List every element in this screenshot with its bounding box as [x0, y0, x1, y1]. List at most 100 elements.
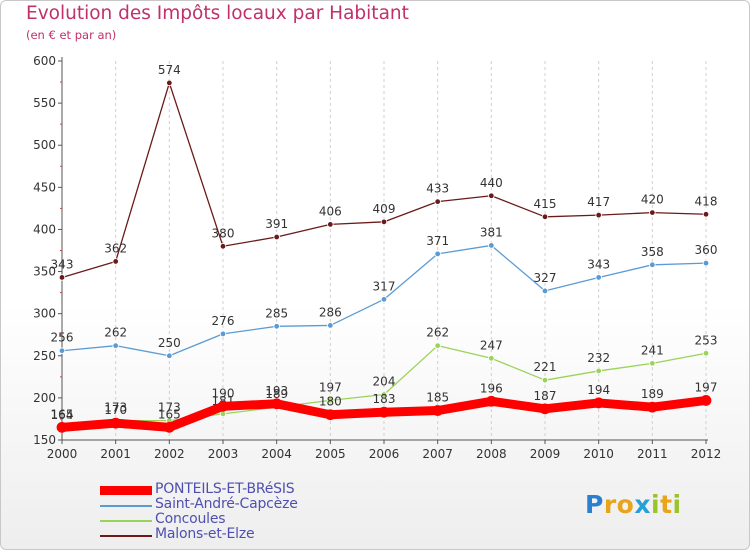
- data-label-saint-andr-capc-ze: 327: [534, 271, 557, 285]
- data-point-saint-andr-capc-ze: [166, 352, 173, 359]
- x-tick-label: 2012: [691, 447, 722, 461]
- y-tick-label: 150: [33, 433, 56, 447]
- data-label-malons-et-elze: 406: [319, 204, 342, 218]
- data-label-saint-andr-capc-ze: 285: [265, 306, 288, 320]
- data-label-concoules: 232: [587, 351, 610, 365]
- data-label-concoules: 197: [319, 380, 342, 394]
- legend-item-concoules[interactable]: Concoules: [100, 511, 400, 528]
- data-label-malons-et-elze: 391: [265, 217, 288, 231]
- data-label-malons-et-elze: 362: [104, 241, 127, 255]
- data-label-ponteils-et-br-sis: 196: [480, 381, 503, 395]
- data-label-ponteils-et-br-sis: 187: [534, 389, 557, 403]
- data-label-malons-et-elze: 574: [158, 63, 181, 77]
- x-tick-label: 2006: [369, 447, 400, 461]
- legend-label-concoules: Concoules: [155, 511, 226, 527]
- legend-item-ponteils[interactable]: PONTEILS-ET-BRéSIS: [100, 481, 400, 498]
- data-label-saint-andr-capc-ze: 371: [426, 234, 449, 248]
- data-label-malons-et-elze: 380: [212, 226, 235, 240]
- data-point-concoules: [702, 350, 710, 357]
- y-tick-label: 450: [33, 180, 56, 194]
- data-point-ponteils-et-br-sis: [485, 395, 497, 407]
- data-point-ponteils-et-br-sis: [700, 395, 712, 406]
- data-point-ponteils-et-br-sis: [217, 400, 229, 412]
- data-point-malons-et-elze: [273, 233, 280, 241]
- legend-label-ponteils: PONTEILS-ET-BRéSIS: [155, 481, 295, 497]
- data-label-malons-et-elze: 343: [51, 257, 74, 271]
- x-tick-label: 2001: [100, 447, 131, 461]
- data-point-saint-andr-capc-ze: [702, 259, 710, 267]
- data-point-ponteils-et-br-sis: [432, 405, 444, 416]
- data-label-concoules: 262: [426, 326, 449, 340]
- data-point-saint-andr-capc-ze: [273, 323, 280, 330]
- data-point-saint-andr-capc-ze: [327, 322, 334, 329]
- logo-letter: r: [603, 490, 617, 519]
- data-point-malons-et-elze: [595, 211, 602, 219]
- legend-label-malons: Malons-et-Elze: [155, 526, 255, 542]
- data-label-concoules: 221: [534, 360, 557, 374]
- x-tick-label: 2010: [583, 447, 614, 461]
- y-tick-label: 250: [33, 349, 56, 363]
- data-point-malons-et-elze: [58, 274, 66, 281]
- data-label-ponteils-et-br-sis: 185: [426, 391, 449, 405]
- data-label-saint-andr-capc-ze: 317: [373, 279, 396, 293]
- data-label-concoules: 204: [373, 375, 396, 389]
- data-label-malons-et-elze: 415: [534, 197, 557, 211]
- x-tick-label: 2011: [637, 447, 668, 461]
- data-point-saint-andr-capc-ze: [380, 296, 388, 303]
- logo-letter: o: [616, 490, 635, 519]
- data-point-concoules: [488, 355, 495, 362]
- data-label-ponteils-et-br-sis: 170: [104, 403, 127, 417]
- data-point-concoules: [327, 397, 334, 404]
- legend-item-malons[interactable]: Malons-et-Elze: [100, 526, 400, 543]
- data-label-ponteils-et-br-sis: 165: [51, 407, 74, 421]
- legend-swatch-malons: [100, 535, 152, 537]
- legend-swatch-ponteils: [100, 486, 152, 495]
- x-tick-label: 2000: [47, 447, 78, 461]
- chart-title: Evolution des Impôts locaux par Habitant: [26, 3, 409, 24]
- data-point-ponteils-et-br-sis: [271, 398, 283, 410]
- x-tick-label: 2009: [530, 447, 561, 461]
- data-point-saint-andr-capc-ze: [649, 261, 656, 269]
- data-point-ponteils-et-br-sis: [378, 406, 390, 418]
- legend-swatch-saint-andre: [100, 505, 152, 507]
- data-label-ponteils-et-br-sis: 193: [265, 384, 288, 398]
- y-tick-label: 300: [33, 307, 56, 321]
- data-label-malons-et-elze: 418: [695, 194, 718, 208]
- legend-item-saint-andre[interactable]: Saint-André-Capcèze: [100, 496, 400, 513]
- data-label-saint-andr-capc-ze: 343: [587, 257, 610, 271]
- x-tick-label: 2002: [154, 447, 185, 461]
- data-label-saint-andr-capc-ze: 276: [212, 314, 235, 328]
- legend: PONTEILS-ET-BRéSIS Saint-André-Capcèze C…: [100, 481, 400, 543]
- data-point-malons-et-elze: [649, 209, 656, 216]
- legend-swatch-concoules: [100, 520, 152, 522]
- data-point-malons-et-elze: [380, 218, 388, 226]
- data-point-concoules: [219, 410, 227, 418]
- data-label-malons-et-elze: 440: [480, 176, 503, 190]
- data-point-saint-andr-capc-ze: [541, 287, 549, 295]
- data-point-malons-et-elze: [488, 192, 495, 199]
- y-tick-label: 500: [33, 138, 56, 152]
- data-label-concoules: 173: [104, 401, 127, 415]
- data-label-saint-andr-capc-ze: 381: [480, 225, 503, 239]
- data-point-malons-et-elze: [219, 243, 227, 250]
- data-label-concoules: 189: [265, 387, 288, 401]
- x-tick-label: 2003: [208, 447, 239, 461]
- data-label-saint-andr-capc-ze: 256: [51, 331, 74, 345]
- data-point-concoules: [649, 360, 656, 367]
- x-tick-label: 2005: [315, 447, 346, 461]
- data-point-concoules: [434, 342, 441, 349]
- data-point-saint-andr-capc-ze: [112, 342, 119, 349]
- data-point-malons-et-elze: [541, 213, 549, 221]
- data-point-ponteils-et-br-sis: [110, 417, 122, 429]
- data-label-saint-andr-capc-ze: 358: [641, 245, 664, 259]
- logo-letter: i: [672, 490, 682, 519]
- logo-letter: t: [660, 490, 673, 519]
- data-label-ponteils-et-br-sis: 180: [319, 395, 342, 409]
- data-point-malons-et-elze: [702, 211, 710, 218]
- data-point-ponteils-et-br-sis: [56, 421, 68, 433]
- y-tick-label: 200: [33, 391, 56, 405]
- data-label-saint-andr-capc-ze: 262: [104, 326, 127, 340]
- y-tick-label: 350: [33, 265, 56, 279]
- data-point-saint-andr-capc-ze: [58, 347, 66, 354]
